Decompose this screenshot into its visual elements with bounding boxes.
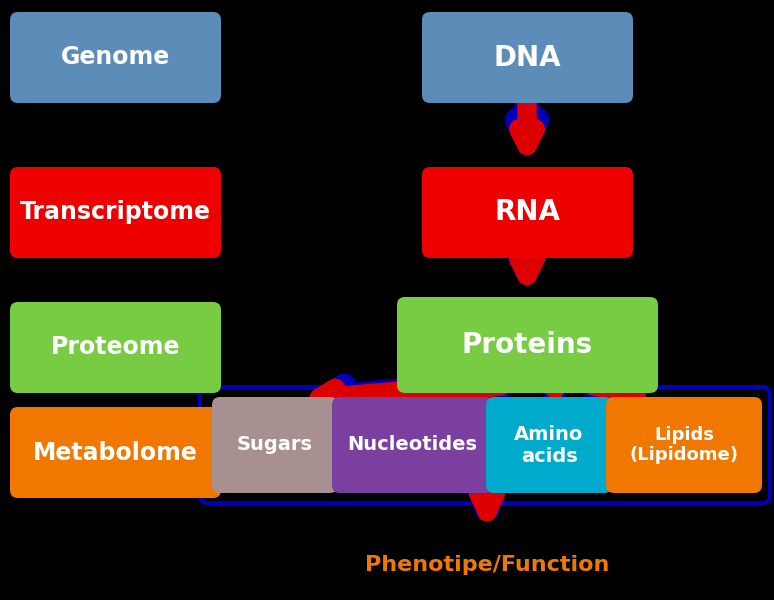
FancyBboxPatch shape (10, 12, 221, 103)
FancyBboxPatch shape (332, 397, 493, 493)
Text: RNA: RNA (495, 199, 560, 226)
Text: Genome: Genome (61, 46, 170, 70)
FancyBboxPatch shape (486, 397, 612, 493)
Text: Amino
acids: Amino acids (514, 425, 584, 466)
Text: Nucleotides: Nucleotides (348, 436, 478, 455)
FancyBboxPatch shape (212, 397, 338, 493)
FancyBboxPatch shape (10, 407, 221, 498)
FancyBboxPatch shape (422, 167, 633, 258)
Text: Proteome: Proteome (51, 335, 180, 359)
FancyBboxPatch shape (10, 167, 221, 258)
Text: Metabolome: Metabolome (33, 440, 198, 464)
FancyBboxPatch shape (10, 302, 221, 393)
Text: Transcriptome: Transcriptome (20, 200, 211, 224)
Text: Sugars: Sugars (237, 436, 313, 455)
FancyBboxPatch shape (397, 297, 658, 393)
Text: Lipids
(Lipidome): Lipids (Lipidome) (629, 425, 738, 464)
Text: Proteins: Proteins (462, 331, 593, 359)
Text: DNA: DNA (494, 43, 561, 71)
Text: Phenotipe/Function: Phenotipe/Function (365, 555, 609, 575)
FancyBboxPatch shape (422, 12, 633, 103)
FancyBboxPatch shape (606, 397, 762, 493)
